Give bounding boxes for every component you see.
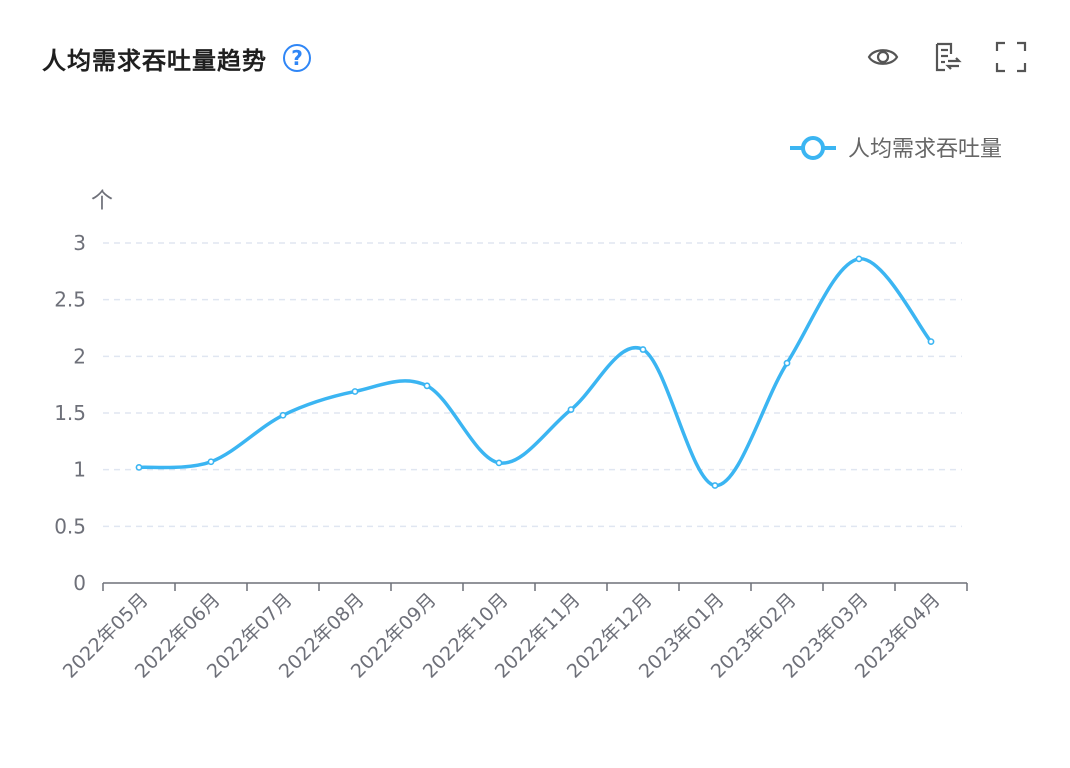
y-tick-label: 3 — [73, 231, 86, 255]
help-icon[interactable]: ? — [283, 44, 311, 72]
data-point[interactable] — [855, 255, 863, 263]
y-axis-ticks: 0 0.5 1 1.5 2 2.5 3 — [54, 231, 86, 595]
legend-label: 人均需求吞吐量 — [848, 137, 1002, 162]
data-point[interactable] — [495, 459, 503, 467]
eye-icon[interactable] — [866, 40, 900, 74]
data-point[interactable] — [351, 388, 359, 395]
grid — [103, 242, 962, 528]
y-tick-label: 2 — [73, 344, 86, 368]
fullscreen-icon[interactable] — [994, 40, 1028, 74]
data-point[interactable] — [927, 338, 935, 345]
data-point[interactable] — [207, 458, 215, 466]
y-tick-label: 1.5 — [54, 401, 86, 425]
data-point[interactable] — [783, 359, 791, 367]
data-point[interactable] — [711, 482, 719, 489]
y-tick-label: 2.5 — [54, 288, 86, 312]
data-points — [135, 255, 935, 489]
data-view-icon[interactable] — [930, 40, 964, 74]
data-point[interactable] — [423, 382, 431, 390]
legend-marker — [801, 136, 825, 160]
legend[interactable]: 人均需求吞吐量 — [790, 136, 1002, 162]
data-point[interactable] — [639, 346, 647, 353]
y-axis-unit: 个 — [91, 189, 113, 214]
y-tick-label: 0 — [73, 571, 86, 595]
series-line — [138, 257, 933, 488]
y-tick-label: 1 — [73, 458, 86, 482]
data-point[interactable] — [135, 463, 143, 471]
chart-header: 人均需求吞吐量趋势 ? — [42, 36, 311, 80]
chart-toolbar — [866, 40, 1028, 74]
chart-title: 人均需求吞吐量趋势 — [42, 46, 267, 75]
data-point[interactable] — [279, 411, 287, 419]
y-tick-label: 0.5 — [54, 514, 86, 538]
data-point[interactable] — [567, 406, 575, 413]
x-axis: 2022年05月2022年06月2022年07月2022年08月2022年09月… — [59, 582, 968, 683]
